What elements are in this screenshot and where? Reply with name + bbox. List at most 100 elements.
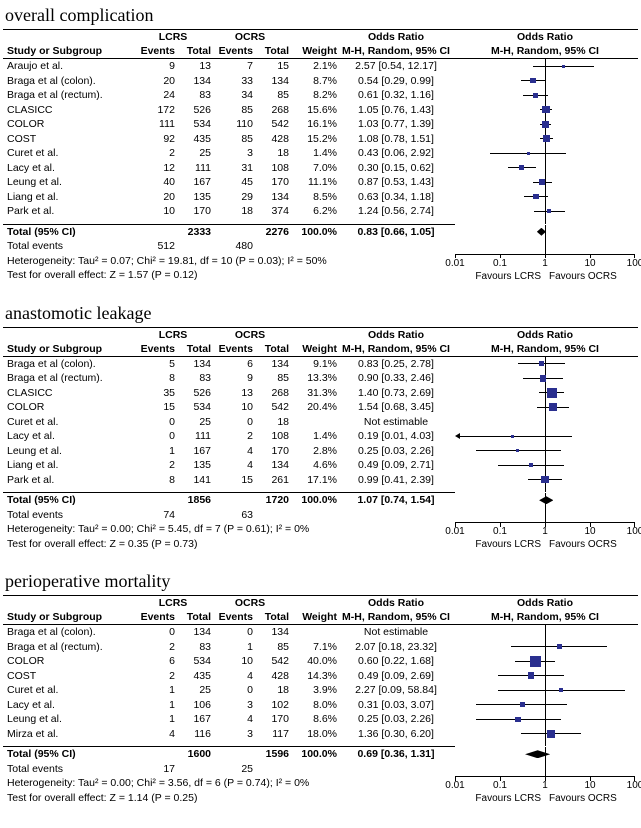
ocrs-events: 4 [247, 669, 253, 682]
axis-tick-label: 0.1 [493, 780, 507, 791]
study-row: Curet et al. 2 25 3 18 1.4% 0.43 [0.06, 2.92] [3, 146, 638, 161]
axis-tick [545, 777, 546, 781]
ocrs-total: 85 [277, 89, 289, 101]
lcrs-total: 83 [199, 89, 211, 101]
spacer-row [3, 218, 638, 224]
total-lcrs-n: 1856 [187, 494, 211, 506]
weight-value [289, 625, 337, 640]
or-ci-text: 1.03 [0.77, 1.39] [358, 118, 434, 130]
study-row: Lacy et al. 12 111 31 108 7.0% 0.30 [0.15, 0.6… [3, 160, 638, 175]
ocrs-total: 18 [277, 415, 289, 428]
lcrs-events: 24 [163, 89, 175, 101]
ocrs-total: 18 [277, 684, 289, 696]
axis-tick [634, 254, 635, 258]
total-separator [3, 746, 455, 747]
study-name: Curet et al. [7, 415, 59, 428]
or-marker [539, 179, 546, 186]
lcrs-total: 83 [199, 640, 211, 653]
ocrs-total: 85 [277, 372, 289, 384]
or-ci-text: 0.31 [0.03, 3.07] [358, 698, 434, 711]
or-marker [532, 92, 538, 98]
summary-diamond [536, 227, 546, 236]
forest-plot-cell [455, 204, 635, 219]
ocrs-events: 3 [247, 698, 253, 711]
forest-plot-cell [455, 429, 635, 444]
study-row: Araujo et al. 9 13 7 15 2.1% 2.57 [0.54, 12.17… [3, 59, 638, 74]
study-row: Braga et al (rectum). 8 83 9 85 13.3% 0.90 [0.… [3, 371, 638, 386]
ocrs-events: 10 [241, 655, 253, 667]
lcrs-events: 2 [169, 147, 175, 159]
col-header-lcrs-events: Events [140, 611, 175, 623]
or-marker [529, 463, 533, 468]
col-header-lcrs-total: Total [186, 342, 211, 355]
total-events-lcrs: 17 [163, 762, 175, 775]
or-axis: 0.01 0.1 1 10 100 Favours LCRS Favours OCRS [445, 253, 641, 284]
ocrs-total: 268 [271, 386, 289, 399]
forest-plot-cell [455, 414, 635, 429]
col-header-or-plot: M-H, Random, 95% CI [491, 611, 599, 623]
study-row: Liang et al. 2 135 4 134 4.6% 0.49 [0.09, 2.71… [3, 458, 638, 473]
lcrs-total: 25 [199, 684, 211, 696]
lcrs-total: 135 [193, 459, 211, 471]
weight-value: 8.2% [313, 89, 337, 101]
or-ci-text: 2.57 [0.54, 12.17] [355, 60, 437, 72]
weight-value: 8.0% [313, 698, 337, 711]
footer-row: Heterogeneity: Tau² = 0.07; Chi² = 19.81… [3, 253, 641, 284]
or-ci-text: 1.40 [0.73, 2.69] [358, 386, 434, 399]
or-marker [546, 209, 552, 214]
forest-plot-cell [455, 741, 635, 746]
lcrs-total: 167 [193, 444, 211, 457]
weight-value: 1.4% [313, 147, 337, 159]
study-name: Braga et al (colon). [7, 357, 96, 370]
ocrs-total: 134 [271, 357, 289, 370]
header-groups-row: LCRS OCRS Odds Ratio Odds Ratio [3, 30, 638, 44]
group-header-lcrs: LCRS [158, 328, 188, 341]
study-name: Park et al. [7, 473, 55, 486]
axis-tick [634, 523, 635, 527]
lcrs-total: 13 [199, 60, 211, 72]
total-or-ci: 0.69 [0.36, 1.31] [357, 748, 435, 760]
or-ci-text: Not estimable [363, 626, 429, 638]
or-ci-text: 0.63 [0.34, 1.18] [358, 190, 434, 203]
lcrs-total: 167 [193, 176, 211, 188]
forest-plot-cell [455, 639, 635, 654]
or-marker [549, 403, 558, 412]
ocrs-events: 10 [241, 401, 253, 413]
ocrs-events: 7 [247, 60, 253, 72]
study-row: COST 2 435 4 428 14.3% 0.49 [0.09, 2.69] [3, 668, 638, 683]
study-row: Braga et al (colon). 5 134 6 134 9.1% 0.83 [0.… [3, 356, 638, 371]
ocrs-total: 18 [277, 147, 289, 159]
or-marker [515, 716, 521, 722]
heterogeneity-text: Heterogeneity: Tau² = 0.00; Chi² = 5.45,… [7, 523, 310, 535]
lcrs-events: 2 [169, 640, 175, 653]
footer-row: Heterogeneity: Tau² = 0.00; Chi² = 3.56,… [3, 776, 641, 806]
lcrs-total: 134 [193, 626, 211, 638]
lcrs-events: 8 [169, 372, 175, 384]
null-effect-line [544, 761, 546, 776]
study-name: Liang et al. [7, 190, 59, 203]
study-row: Curet et al. 1 25 0 18 3.9% 2.27 [0.09, 58.84] [3, 683, 638, 698]
ocrs-events: 29 [241, 190, 253, 203]
study-name: Leung et al. [7, 176, 62, 188]
weight-value: 2.8% [313, 444, 337, 457]
axis-tick [545, 523, 546, 527]
panel-title: overall complication [5, 5, 154, 25]
stats-block: Heterogeneity: Tau² = 0.00; Chi² = 3.56,… [3, 776, 455, 806]
lcrs-total: 111 [195, 430, 211, 442]
axis-tick-label: 1 [542, 780, 548, 791]
col-header-or-ci: M-H, Random, 95% CI [342, 45, 450, 57]
lcrs-events: 20 [163, 74, 175, 87]
total-or-ci: 1.07 [0.74, 1.54] [357, 494, 435, 506]
or-ci-text: 0.25 [0.03, 2.26] [358, 444, 434, 457]
lcrs-events: 6 [169, 655, 175, 667]
forest-plot-cell [455, 88, 635, 103]
axis-tick [545, 254, 546, 258]
or-marker [538, 361, 545, 367]
total-events-label: Total events [7, 240, 64, 252]
ocrs-events: 34 [241, 89, 253, 101]
or-marker [527, 672, 535, 680]
or-marker [542, 135, 550, 143]
lcrs-total: 141 [193, 473, 211, 486]
study-row: CLASICC 172 526 85 268 15.6% 1.05 [0.76, 1.43] [3, 102, 638, 117]
forest-plot-cell [455, 697, 635, 712]
